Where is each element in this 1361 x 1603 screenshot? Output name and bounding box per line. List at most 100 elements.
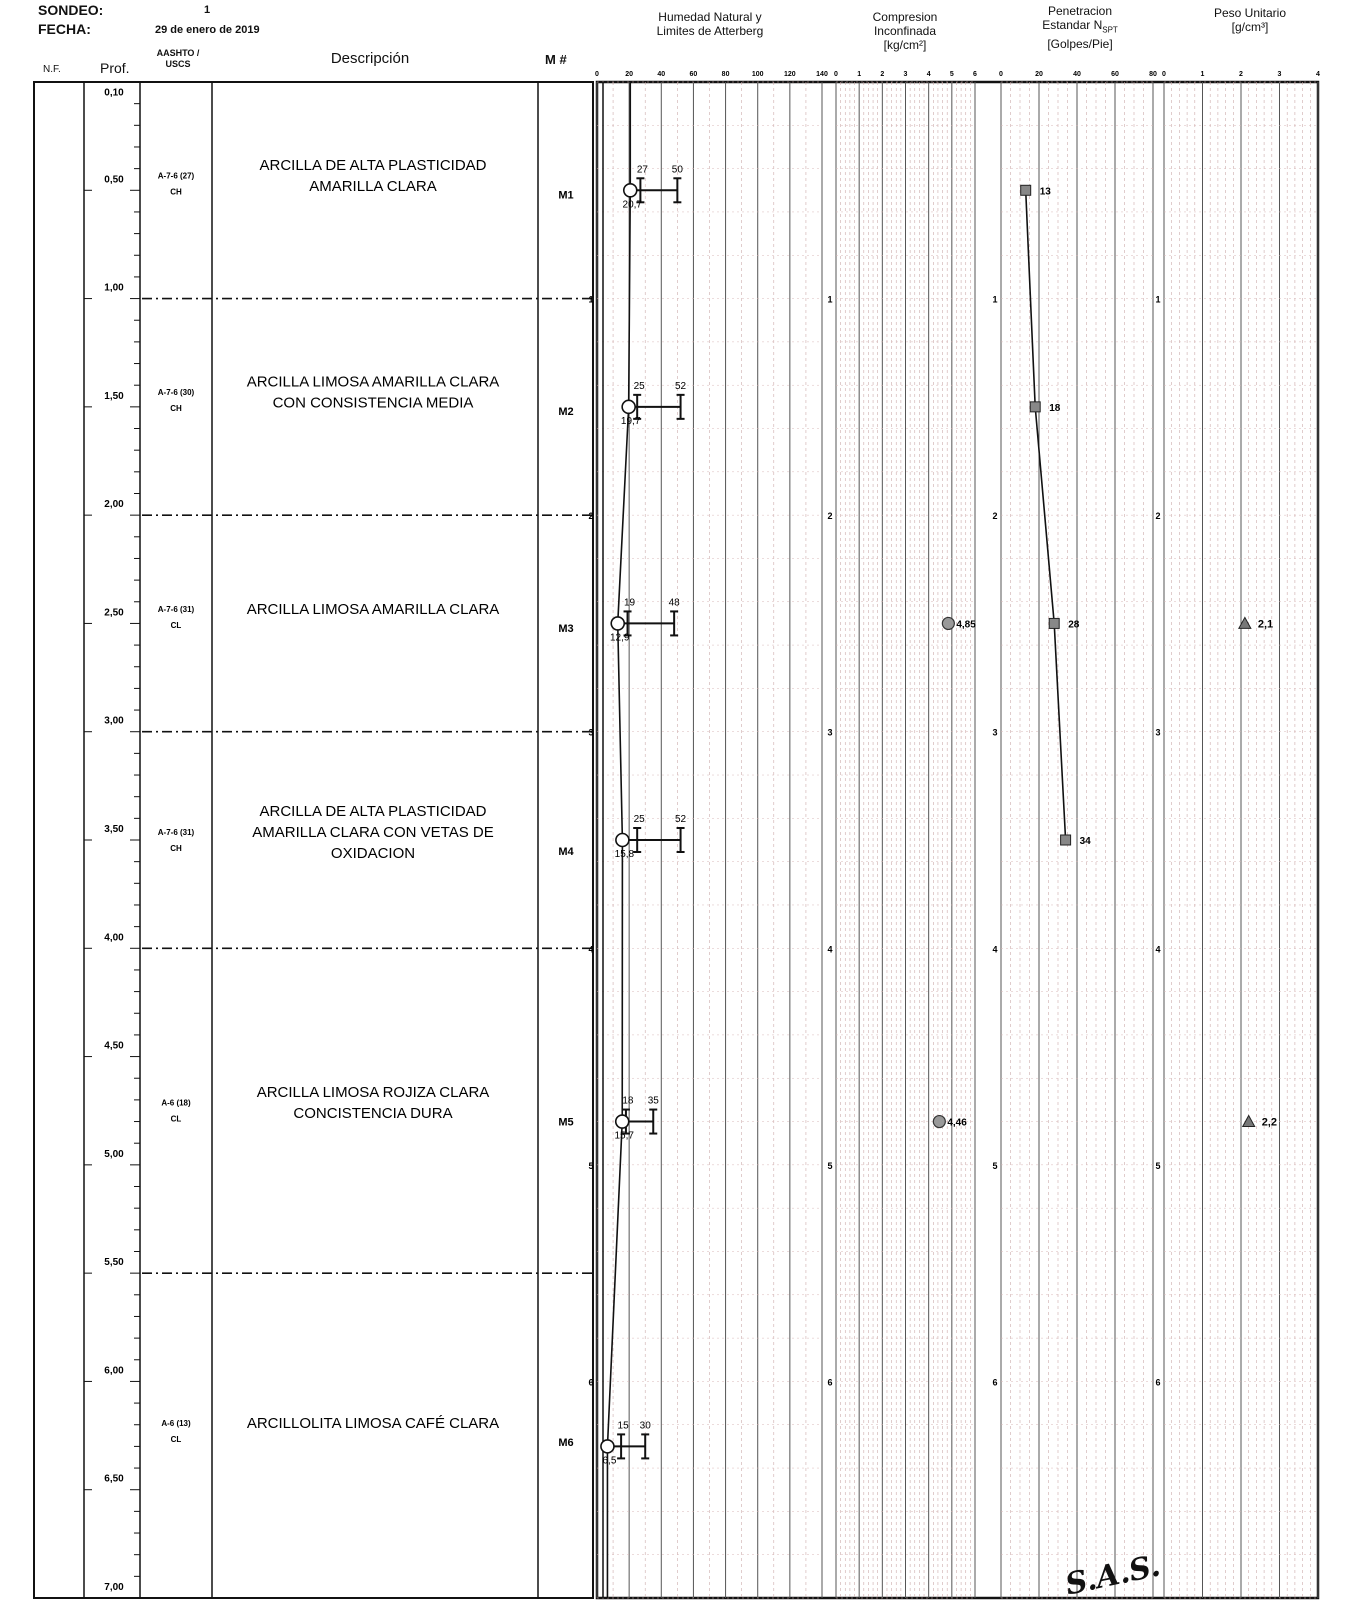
layer-aashto: A-6 (18) (161, 1099, 191, 1108)
moisture-label: 12,9 (610, 632, 630, 643)
humedad-depth-tick: 2 (588, 511, 593, 521)
depth-label: 6,00 (104, 1365, 124, 1376)
humedad-x-tick: 0 (595, 71, 599, 78)
penetracion-depth-tick: 4 (992, 944, 997, 954)
penetracion-x-tick: 80 (1149, 71, 1157, 78)
layer-description: ARCILLOLITA LIMOSA CAFÉ CLARA (247, 1415, 499, 1432)
spt-point (1048, 617, 1060, 629)
depth-label: 2,50 (104, 607, 124, 618)
moisture-label: 6,5 (602, 1455, 616, 1466)
compresion-x-tick: 0 (834, 71, 838, 78)
depth-label: 4,50 (104, 1041, 124, 1052)
col-penetracion-3: [Golpes/Pie] (1047, 37, 1113, 52)
penetracion-depth-tick: 2 (992, 511, 997, 521)
sondeo-label: SONDEO: (38, 2, 104, 18)
compresion-depth-tick: 2 (827, 511, 832, 521)
peso-depth-tick: 1 (1155, 295, 1160, 305)
spt-label: 18 (1049, 403, 1061, 414)
col-peso-1: Peso Unitario (1213, 6, 1287, 20)
depth-label: 5,00 (104, 1149, 124, 1160)
compression-point (932, 1114, 946, 1129)
depth-label: 3,50 (104, 824, 124, 835)
spt-line (1024, 190, 1067, 841)
moisture-label: 20,7 (623, 199, 643, 210)
penetracion-x-tick: 0 (999, 71, 1003, 78)
depth-label: 4,00 (104, 932, 124, 943)
compresion-x-tick: 4 (927, 71, 931, 78)
humedad-depth-tick: 1 (588, 295, 593, 305)
layer-aashto: A-6 (13) (161, 1419, 191, 1428)
peso-depth-tick: 3 (1155, 728, 1160, 738)
unit-weight-point (1241, 1114, 1256, 1128)
sample-id: M2 (558, 406, 573, 418)
spt-label: 28 (1068, 619, 1080, 630)
penetracion-depth-tick: 6 (992, 1377, 997, 1387)
peso-depth-tick: 2 (1155, 511, 1160, 521)
col-nf: N.F. (43, 64, 61, 75)
depth-label: 3,00 (104, 716, 124, 727)
humedad-x-tick: 20 (625, 71, 633, 78)
col-compresion: Compresion Inconfinada [kg/cm²] (840, 10, 970, 52)
compresion-depth-tick: 4 (827, 944, 832, 954)
penetracion-x-tick: 40 (1073, 71, 1081, 78)
compresion-depth-tick: 3 (827, 728, 832, 738)
layer-uscs: CH (170, 188, 182, 197)
col-humedad-1: Humedad Natural y (658, 10, 762, 24)
layer-aashto: A-7-6 (31) (158, 828, 195, 837)
compresion-depth-tick: 1 (827, 295, 832, 305)
layer-uscs: CL (171, 1115, 182, 1124)
depth-label: 0,50 (104, 174, 124, 185)
moisture-point (610, 616, 626, 631)
col-class-2: USCS (165, 59, 191, 69)
compresion-x-tick: 1 (857, 71, 861, 78)
layer-description: CONCISTENCIA DURA (293, 1105, 452, 1122)
sample-id: M5 (558, 1117, 573, 1129)
layer-uscs: CH (170, 844, 182, 853)
sample-id: M3 (558, 623, 573, 635)
col-penetracion-2: Estandar NSPT (1005, 18, 1155, 37)
penetracion-depth-tick: 3 (992, 728, 997, 738)
liquid-limit-label: 50 (672, 164, 684, 175)
col-class-1: AASHTO / (156, 48, 200, 58)
peso-x-tick: 1 (1201, 71, 1205, 78)
sample-id: M1 (558, 190, 573, 202)
moisture-point (622, 182, 638, 198)
compression-label: 4,85 (956, 619, 976, 630)
compresion-x-tick: 5 (950, 71, 954, 78)
penetracion-depth-tick: 5 (992, 1161, 997, 1171)
liquid-limit-label: 35 (648, 1096, 660, 1107)
peso-depth-tick: 4 (1155, 944, 1160, 954)
humedad-depth-tick: 6 (588, 1377, 593, 1387)
plastic-limit-label: 27 (637, 164, 649, 175)
depth-label: 6,50 (104, 1474, 124, 1485)
moisture-label: 19,7 (621, 416, 641, 427)
col-peso: Peso Unitario [g/cm³] (1185, 6, 1315, 34)
depth-label: 1,50 (104, 391, 124, 402)
compresion-x-tick: 6 (973, 71, 977, 78)
compresion-depth-tick: 5 (827, 1161, 832, 1171)
humedad-x-tick: 40 (657, 71, 665, 78)
unit-weight-point (1238, 616, 1252, 629)
humedad-x-tick: 100 (752, 71, 764, 78)
depth-label: 2,00 (104, 499, 124, 510)
col-prof: Prof. (100, 60, 130, 76)
compresion-x-tick: 2 (880, 71, 884, 78)
sondeo-value: 1 (204, 4, 211, 16)
col-penetracion-1: Penetracion (1047, 4, 1113, 18)
col-penetracion-2a: Estandar N (1042, 18, 1103, 32)
humedad-x-tick: 140 (816, 71, 828, 78)
left-table-frame (33, 81, 594, 1599)
layer-uscs: CL (171, 621, 182, 630)
col-humedad: Humedad Natural y Limites de Atterberg (615, 10, 805, 38)
moisture-point (614, 1114, 630, 1129)
layer-description: AMARILLA CLARA CON VETAS DE (252, 824, 493, 841)
peso-depth-tick: 6 (1155, 1377, 1160, 1387)
compresion-x-tick: 3 (904, 71, 908, 78)
fecha-label: FECHA: (38, 21, 91, 37)
liquid-limit-label: 30 (640, 1420, 652, 1431)
layer-description: ARCILLA DE ALTA PLASTICIDAD (259, 803, 486, 820)
col-compresion-1: Compresion (872, 10, 938, 24)
humedad-depth-tick: 3 (588, 728, 593, 738)
sample-id: M6 (558, 1437, 573, 1449)
spt-point (1020, 184, 1032, 196)
